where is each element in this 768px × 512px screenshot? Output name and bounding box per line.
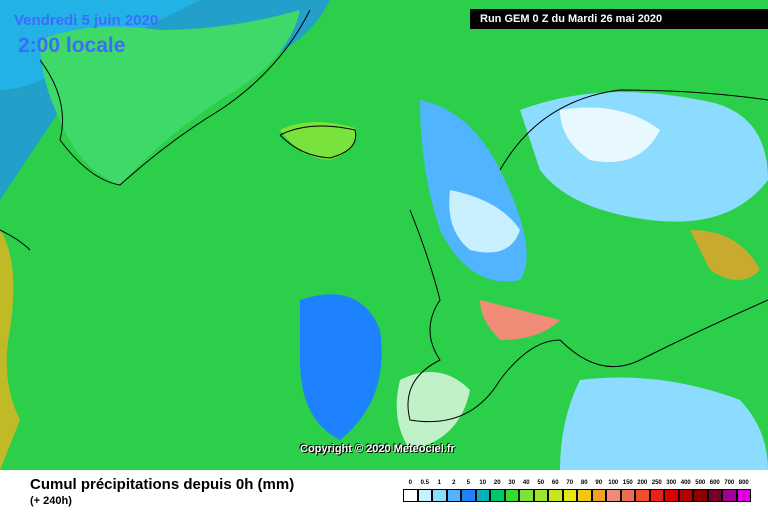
legend-item: 150: [620, 478, 635, 508]
legend-swatch: [635, 489, 650, 502]
legend-label: 40: [522, 480, 530, 486]
legend-item: 5: [461, 478, 476, 508]
legend-item: 20: [490, 478, 505, 508]
forecast-time: 2:00 locale: [18, 34, 126, 57]
caption-title: Cumul précipitations depuis 0h (mm): [30, 476, 295, 493]
legend-swatch: [475, 489, 490, 502]
legend-item: 90: [591, 478, 606, 508]
legend-swatch: [606, 489, 621, 502]
legend-label: 10: [479, 480, 487, 486]
legend-swatch: [736, 489, 751, 502]
legend-swatch: [693, 489, 708, 502]
legend-item: 40: [519, 478, 534, 508]
legend-label: 5: [466, 480, 470, 486]
legend-label: 100: [608, 480, 619, 486]
legend-swatch: [403, 489, 418, 502]
legend-label: 150: [622, 480, 633, 486]
legend-item: 500: [693, 478, 708, 508]
legend-label: 70: [566, 480, 574, 486]
copyright: Copyright © 2020 Meteociel.fr: [300, 443, 455, 455]
legend-label: 400: [680, 480, 691, 486]
legend-swatch: [707, 489, 722, 502]
legend-item: 2: [446, 478, 461, 508]
legend-label: 1: [437, 480, 441, 486]
legend-swatch: [446, 489, 461, 502]
legend-item: 1: [432, 478, 447, 508]
caption-lead: (+ 240h): [30, 495, 72, 507]
legend-label: 500: [695, 480, 706, 486]
legend-label: 300: [666, 480, 677, 486]
legend-item: 300: [664, 478, 679, 508]
legend-swatch: [577, 489, 592, 502]
map: [0, 0, 768, 470]
legend-item: 700: [722, 478, 737, 508]
legend-swatch: [678, 489, 693, 502]
legend-item: 400: [678, 478, 693, 508]
legend-swatch: [417, 489, 432, 502]
legend-label: 50: [537, 480, 545, 486]
legend-label: 20: [493, 480, 501, 486]
legend-item: 70: [562, 478, 577, 508]
legend-label: 800: [738, 480, 749, 486]
legend-swatch: [548, 489, 563, 502]
legend-label: 200: [637, 480, 648, 486]
legend-swatch: [562, 489, 577, 502]
legend-swatch: [504, 489, 519, 502]
legend-swatch: [461, 489, 476, 502]
legend-swatch: [649, 489, 664, 502]
legend-label: 90: [595, 480, 603, 486]
legend-item: 60: [548, 478, 563, 508]
legend: 0 0.5 1 2 5 10 20 30 40 50 60 70 80 90 100 150 200 250 300…: [403, 478, 753, 508]
legend-swatch: [620, 489, 635, 502]
forecast-date: Vendredi 5 juin 2020: [14, 12, 159, 29]
legend-item: 0.5: [417, 478, 432, 508]
legend-item: 10: [475, 478, 490, 508]
legend-swatch: [722, 489, 737, 502]
legend-swatch: [591, 489, 606, 502]
legend-label: 700: [724, 480, 735, 486]
legend-label: 30: [508, 480, 516, 486]
legend-item: 800: [736, 478, 751, 508]
legend-item: 80: [577, 478, 592, 508]
legend-item: 600: [707, 478, 722, 508]
legend-item: 100: [606, 478, 621, 508]
legend-swatch: [533, 489, 548, 502]
legend-swatch: [664, 489, 679, 502]
legend-item: 50: [533, 478, 548, 508]
run-info: Run GEM 0 Z du Mardi 26 mai 2020: [470, 9, 768, 29]
legend-item: 200: [635, 478, 650, 508]
legend-label: 600: [709, 480, 720, 486]
legend-label: 0: [408, 480, 412, 486]
legend-label: 250: [651, 480, 662, 486]
legend-label: 60: [551, 480, 559, 486]
legend-label: 2: [452, 480, 456, 486]
legend-swatch: [490, 489, 505, 502]
legend-item: 250: [649, 478, 664, 508]
legend-swatch: [519, 489, 534, 502]
legend-swatch: [432, 489, 447, 502]
legend-item: 0: [403, 478, 418, 508]
legend-label: 80: [580, 480, 588, 486]
legend-item: 30: [504, 478, 519, 508]
legend-label: 0.5: [420, 480, 429, 486]
caption-bar: Cumul précipitations depuis 0h (mm) (+ 2…: [0, 470, 768, 512]
